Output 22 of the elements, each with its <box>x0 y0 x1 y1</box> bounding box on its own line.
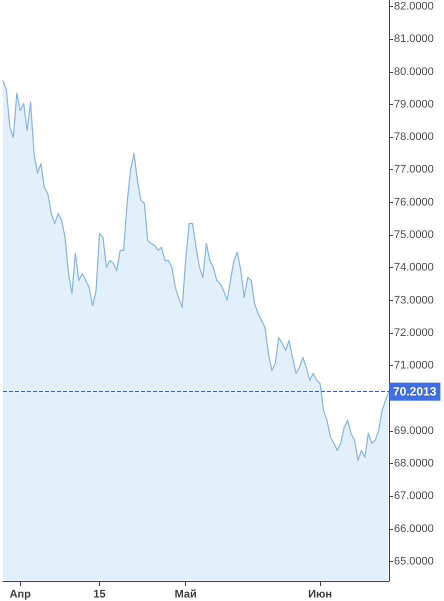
x-tick-label: Апр <box>10 588 32 600</box>
y-tick-label: 81.0000 <box>394 33 434 46</box>
y-tick-label: 73.0000 <box>394 294 434 306</box>
y-tick-label: 78.0000 <box>394 131 434 144</box>
y-tick-label: 82.0000 <box>394 0 434 13</box>
x-tick-label: Май <box>174 588 197 600</box>
y-tick-label: 65.0000 <box>394 555 434 568</box>
x-tick-label: Июн <box>308 588 332 600</box>
y-tick-label: 72.0000 <box>394 326 434 339</box>
y-tick-label: 69.0000 <box>394 424 434 437</box>
x-tick-label: 15 <box>93 588 106 600</box>
ref-line-label: 70.2013 <box>393 384 437 399</box>
y-tick-label: 74.0000 <box>394 262 434 274</box>
y-tick-label: 80.0000 <box>394 66 434 78</box>
y-tick-label: 79.0000 <box>394 98 434 110</box>
y-tick-label: 67.0000 <box>394 490 434 502</box>
y-tick-label: 68.0000 <box>394 457 434 470</box>
y-tick-label: 75.0000 <box>394 229 434 242</box>
y-tick-label: 66.0000 <box>394 522 434 535</box>
y-tick-label: 77.0000 <box>394 164 434 176</box>
y-tick-label: 71.0000 <box>394 360 434 372</box>
y-tick-label: 76.0000 <box>394 196 434 208</box>
